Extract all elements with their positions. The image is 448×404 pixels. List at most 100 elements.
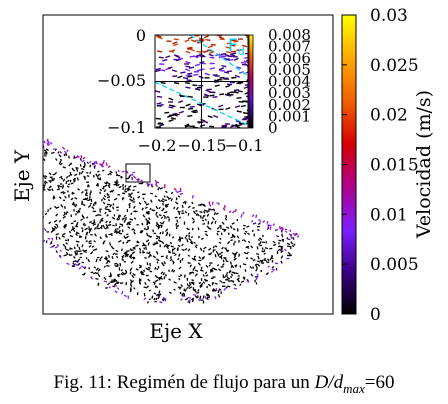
particle — [98, 259, 102, 262]
particle — [117, 273, 121, 276]
particle — [145, 232, 149, 237]
particle — [181, 292, 185, 296]
particle — [78, 208, 82, 210]
particle — [90, 251, 94, 255]
particle — [60, 204, 64, 208]
particle — [65, 242, 69, 245]
particle — [104, 257, 107, 260]
particle — [164, 190, 168, 194]
inset-vector — [205, 89, 211, 93]
particle — [184, 210, 188, 214]
particle — [214, 220, 217, 224]
particle — [99, 226, 103, 230]
inset-vector — [155, 69, 161, 73]
particle — [93, 266, 97, 269]
particle — [197, 288, 200, 292]
particle — [81, 244, 84, 248]
particle — [230, 264, 233, 269]
particle — [169, 258, 173, 262]
inset-vector — [220, 52, 227, 56]
inset-frame — [154, 34, 249, 129]
inset-vector — [236, 123, 243, 127]
particle — [43, 215, 45, 218]
particle — [146, 285, 150, 289]
particle — [216, 226, 220, 230]
particle — [147, 235, 152, 238]
particle — [219, 237, 222, 240]
zoom-region-box — [125, 163, 151, 183]
particle — [192, 220, 196, 224]
particle — [138, 264, 143, 267]
particle — [147, 242, 150, 246]
particle — [236, 277, 240, 281]
particle — [178, 286, 181, 290]
particle — [162, 202, 164, 206]
particle — [239, 265, 242, 268]
inset-vector — [207, 115, 213, 119]
particle — [113, 197, 118, 201]
inset-vector — [194, 63, 200, 67]
particle — [86, 185, 89, 188]
particle — [156, 258, 160, 262]
particle — [91, 206, 95, 210]
particle — [163, 276, 166, 280]
particle — [82, 165, 85, 169]
particle — [184, 201, 187, 205]
particle — [161, 263, 165, 267]
particle — [157, 294, 161, 298]
particle — [127, 223, 131, 226]
particle — [192, 206, 195, 210]
particle — [155, 293, 160, 296]
particle — [281, 233, 284, 238]
inset-vector — [185, 86, 191, 89]
particle — [94, 233, 97, 237]
inset-vector — [168, 104, 174, 107]
particle — [97, 170, 100, 173]
inset-vector — [156, 35, 162, 38]
particle — [287, 238, 291, 241]
particle — [190, 236, 194, 239]
inset-vector — [210, 43, 216, 46]
particle — [238, 253, 241, 257]
particle — [65, 248, 70, 251]
particle — [277, 248, 281, 251]
particle — [129, 288, 132, 293]
particle — [174, 253, 177, 257]
particle — [240, 214, 243, 218]
particle — [117, 169, 120, 173]
particle — [59, 249, 62, 253]
particle — [43, 144, 45, 149]
particle — [280, 229, 283, 233]
particle — [213, 212, 217, 216]
particle — [81, 214, 84, 218]
particle — [75, 240, 80, 243]
particle — [146, 268, 151, 271]
particle — [146, 252, 150, 255]
inset-vector — [185, 74, 191, 77]
particle — [191, 227, 194, 231]
inset-vector — [185, 50, 191, 54]
particle — [162, 272, 166, 276]
particle — [82, 156, 86, 160]
particle — [187, 205, 191, 209]
particle — [62, 232, 66, 236]
particle — [211, 208, 215, 211]
particle — [167, 250, 172, 254]
particle — [250, 245, 254, 249]
particle — [245, 257, 249, 260]
particle — [58, 255, 62, 259]
particle — [191, 194, 194, 199]
particle — [133, 185, 137, 188]
particle — [117, 214, 121, 218]
particle — [251, 229, 254, 233]
inset-vector — [235, 120, 241, 123]
particle — [88, 240, 92, 243]
inset-y-tick-label: −0.05 — [97, 71, 146, 90]
particle — [138, 266, 142, 269]
particle — [214, 282, 218, 285]
particle — [155, 297, 158, 301]
particle — [254, 263, 258, 266]
particle — [79, 158, 82, 161]
particle — [255, 214, 258, 218]
particle — [68, 230, 72, 234]
